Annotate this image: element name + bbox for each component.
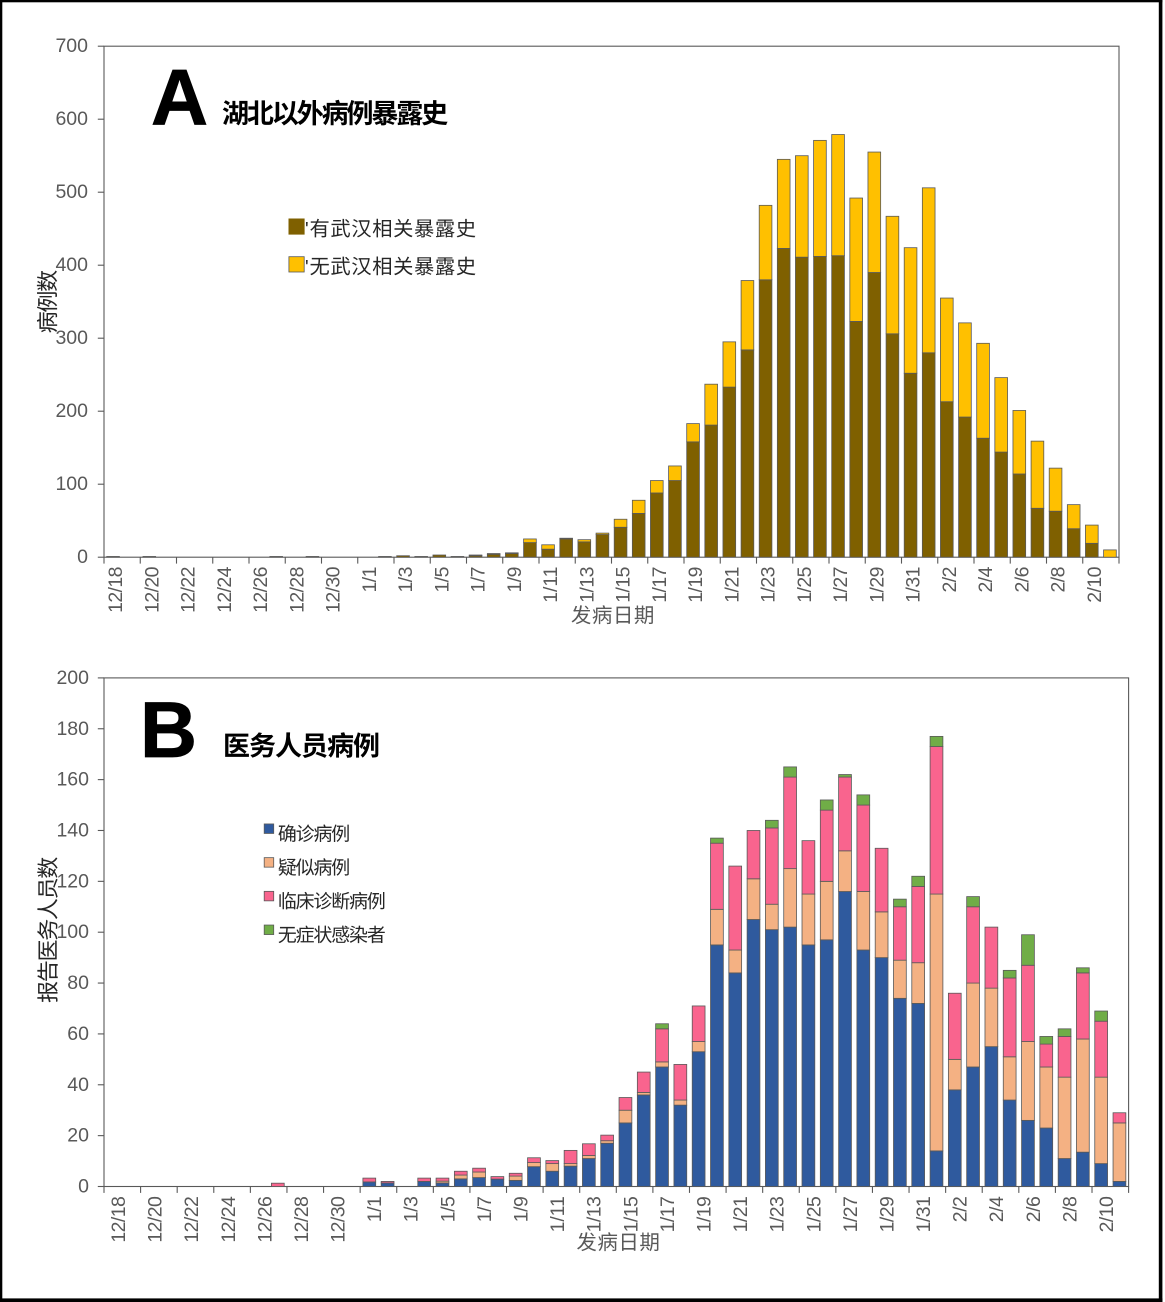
svg-text:1/29: 1/29 (876, 1196, 898, 1232)
svg-text:1/19: 1/19 (693, 1196, 715, 1232)
svg-text:200: 200 (56, 667, 89, 689)
svg-text:300: 300 (55, 327, 88, 349)
svg-text:180: 180 (56, 718, 89, 740)
svg-text:': ' (305, 257, 309, 278)
svg-text:1/3: 1/3 (395, 567, 417, 593)
svg-text:2/4: 2/4 (975, 566, 997, 592)
svg-text:80: 80 (67, 972, 89, 994)
svg-text:1/31: 1/31 (913, 1196, 935, 1232)
svg-text:B: B (140, 685, 197, 774)
svg-text:1/27: 1/27 (830, 567, 852, 603)
svg-text:1/1: 1/1 (364, 1196, 386, 1222)
svg-text:140: 140 (56, 820, 89, 842)
svg-text:0: 0 (78, 1176, 89, 1198)
svg-text:12/30: 12/30 (323, 566, 345, 613)
svg-text:1/25: 1/25 (794, 566, 816, 602)
svg-text:2/6: 2/6 (1023, 1196, 1045, 1222)
svg-text:1/15: 1/15 (620, 1196, 642, 1232)
svg-text:12/26: 12/26 (250, 567, 272, 613)
svg-text:1/11: 1/11 (547, 1196, 569, 1232)
svg-text:600: 600 (55, 108, 88, 130)
svg-text:1/21: 1/21 (721, 567, 743, 603)
svg-text:1/31: 1/31 (903, 567, 925, 603)
svg-text:20: 20 (67, 1125, 89, 1147)
svg-text:400: 400 (55, 254, 88, 276)
svg-text:1/5: 1/5 (431, 566, 453, 592)
svg-text:1/9: 1/9 (511, 1196, 533, 1222)
svg-text:1/15: 1/15 (613, 566, 635, 602)
svg-text:12/18: 12/18 (108, 1196, 130, 1242)
svg-text:100: 100 (56, 921, 89, 943)
svg-text:120: 120 (56, 870, 89, 892)
svg-text:1/23: 1/23 (767, 1196, 789, 1232)
svg-text:2/10: 2/10 (1084, 566, 1106, 602)
svg-text:12/28: 12/28 (286, 567, 308, 613)
svg-text:12/24: 12/24 (214, 566, 236, 613)
svg-text:1/29: 1/29 (866, 567, 888, 603)
svg-text:2/8: 2/8 (1059, 1196, 1081, 1222)
svg-text:1/19: 1/19 (685, 567, 707, 603)
svg-text:60: 60 (67, 1023, 89, 1045)
svg-text:1/7: 1/7 (474, 1196, 496, 1222)
svg-text:2/6: 2/6 (1011, 567, 1033, 593)
svg-text:12/28: 12/28 (291, 1196, 313, 1242)
svg-text:1/17: 1/17 (657, 1196, 679, 1232)
svg-text:200: 200 (55, 400, 88, 422)
svg-text:12/18: 12/18 (105, 567, 127, 613)
svg-text:A: A (151, 53, 208, 142)
svg-text:12/24: 12/24 (218, 1196, 240, 1243)
svg-text:1/11: 1/11 (540, 567, 562, 603)
svg-text:12/22: 12/22 (181, 1196, 203, 1242)
svg-text:1/9: 1/9 (504, 567, 526, 593)
svg-text:1/17: 1/17 (649, 567, 671, 603)
svg-text:1/13: 1/13 (584, 1196, 606, 1232)
svg-text:12/30: 12/30 (328, 1196, 350, 1243)
svg-text:1/21: 1/21 (730, 1196, 752, 1232)
svg-text:12/26: 12/26 (254, 1196, 276, 1242)
svg-text:500: 500 (55, 181, 88, 203)
svg-text:1/1: 1/1 (359, 567, 381, 593)
svg-text:1/5: 1/5 (437, 1196, 459, 1222)
svg-text:12/20: 12/20 (145, 1196, 167, 1243)
svg-text:12/22: 12/22 (178, 567, 200, 613)
svg-text:100: 100 (55, 473, 88, 495)
svg-text:1/7: 1/7 (468, 567, 490, 593)
svg-text:2/2: 2/2 (939, 567, 961, 593)
svg-text:0: 0 (77, 546, 88, 568)
svg-text:1/13: 1/13 (576, 567, 598, 603)
svg-text:40: 40 (67, 1074, 89, 1096)
svg-text:2/8: 2/8 (1048, 567, 1070, 593)
svg-text:1/27: 1/27 (840, 1196, 862, 1232)
svg-text:': ' (305, 220, 309, 241)
svg-text:2/10: 2/10 (1096, 1196, 1118, 1232)
svg-text:700: 700 (55, 35, 88, 57)
svg-text:2/2: 2/2 (950, 1196, 972, 1222)
svg-text:1/23: 1/23 (758, 567, 780, 603)
svg-text:160: 160 (56, 769, 89, 791)
svg-text:1/25: 1/25 (803, 1196, 825, 1232)
svg-text:2/4: 2/4 (986, 1196, 1008, 1222)
svg-text:12/20: 12/20 (141, 566, 163, 613)
svg-text:1/3: 1/3 (401, 1196, 423, 1222)
